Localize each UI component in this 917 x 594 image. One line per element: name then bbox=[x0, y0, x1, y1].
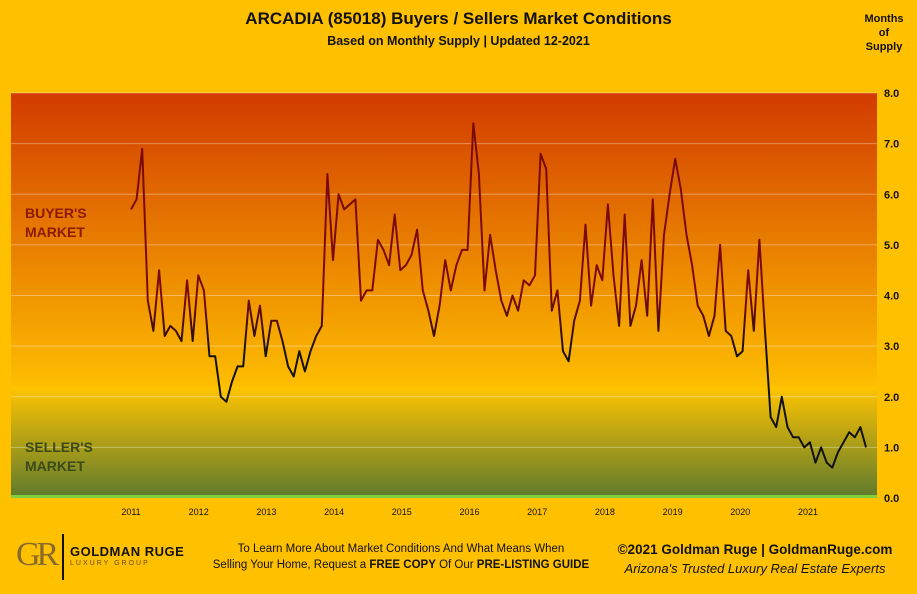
promo-text-part: Selling Your Home, Request a bbox=[212, 559, 370, 571]
y-tick-label: 2.0 bbox=[884, 392, 899, 404]
x-tick-label: 2012 bbox=[189, 507, 209, 517]
logo-subtitle: LUXURY GROUP bbox=[70, 560, 150, 567]
promo-guide-name: PRE-LISTING GUIDE bbox=[476, 559, 590, 571]
sellers-market-label: SELLER'S MARKET bbox=[25, 438, 93, 476]
y-tick-label: 6.0 bbox=[884, 189, 899, 201]
zone-label-line: MARKET bbox=[25, 224, 85, 240]
x-tick-label: 2019 bbox=[663, 507, 683, 517]
zone-label-line: BUYER'S bbox=[25, 205, 87, 221]
promo-line-2: Selling Your Home, Request a FREE COPY O… bbox=[196, 557, 606, 573]
x-tick-label: 2011 bbox=[121, 507, 140, 517]
x-tick-label: 2015 bbox=[392, 507, 412, 517]
y-tick-label: 0.0 bbox=[884, 493, 899, 505]
x-tick-label: 2018 bbox=[595, 507, 615, 517]
y-tick-label: 1.0 bbox=[884, 442, 899, 454]
buyers-market-zone bbox=[11, 93, 877, 397]
copyright-notice: ©2021 Goldman Ruge | GoldmanRuge.com bbox=[617, 542, 893, 557]
company-tagline: Arizona's Trusted Luxury Real Estate Exp… bbox=[624, 561, 886, 576]
promo-text: To Learn More About Market Conditions An… bbox=[196, 541, 606, 573]
x-tick-label: 2014 bbox=[324, 507, 344, 517]
zone-label-line: SELLER'S bbox=[25, 439, 93, 455]
supply-line bbox=[130, 122, 867, 469]
x-tick-label: 2016 bbox=[459, 507, 479, 517]
x-tick-label: 2017 bbox=[527, 507, 547, 517]
chart-title: ARCADIA (85018) Buyers / Sellers Market … bbox=[245, 9, 672, 28]
x-tick-label: 2013 bbox=[256, 507, 276, 517]
unit-label-line: Months bbox=[864, 13, 904, 25]
goldman-ruge-logo: GR GOLDMAN RUGE LUXURY GROUP bbox=[12, 532, 187, 582]
zone-baseline bbox=[11, 495, 877, 498]
y-tick-label: 7.0 bbox=[884, 139, 899, 151]
logo-name: GOLDMAN RUGE bbox=[70, 544, 185, 559]
promo-text-part: Of Our bbox=[435, 559, 477, 571]
y-tick-label: 4.0 bbox=[884, 291, 899, 303]
x-tick-label: 2020 bbox=[730, 507, 750, 517]
y-tick-label: 3.0 bbox=[884, 341, 899, 353]
unit-label-line: Supply bbox=[865, 41, 903, 53]
sellers-market-zone bbox=[11, 386, 877, 498]
y-axis-unit-label: Months of Supply bbox=[856, 12, 912, 54]
buyers-market-label: BUYER'S MARKET bbox=[25, 204, 87, 242]
promo-line-1: To Learn More About Market Conditions An… bbox=[237, 543, 565, 555]
y-tick-label: 5.0 bbox=[884, 240, 899, 252]
chart-subtitle: Based on Monthly Supply | Updated 12-202… bbox=[327, 34, 590, 48]
promo-free-copy: FREE COPY bbox=[369, 559, 436, 571]
zone-label-line: MARKET bbox=[25, 458, 85, 474]
logo-divider bbox=[62, 534, 64, 580]
logo-mark: GR bbox=[16, 536, 59, 573]
y-tick-label: 8.0 bbox=[884, 88, 899, 100]
unit-label-line: of bbox=[878, 27, 890, 39]
x-tick-label: 2021 bbox=[798, 507, 818, 517]
